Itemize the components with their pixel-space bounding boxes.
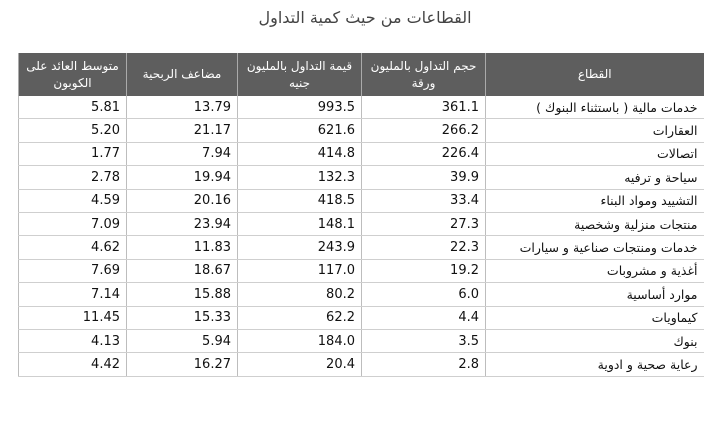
yield-cell: 5.20 (18, 118, 127, 143)
yield-cell: 7.14 (18, 282, 127, 307)
volume-cell: 22.3 (361, 235, 486, 260)
sector-name: سياحة و ترفيه (485, 165, 704, 190)
value-cell: 117.0 (237, 259, 362, 284)
pe-cell: 7.94 (126, 142, 238, 167)
table-header-row: القطاع حجم التداول بالمليون ورقة قيمة ال… (18, 53, 704, 96)
pe-cell: 13.79 (126, 96, 238, 120)
volume-cell: 361.1 (361, 96, 486, 120)
value-cell: 148.1 (237, 212, 362, 237)
yield-cell: 7.09 (18, 212, 127, 237)
table-row: خدمات ومنتجات صناعية و سيارات 22.3 243.9 11… (18, 235, 704, 260)
table-row: اتصالات 226.4 414.8 7.94 1.77 (18, 142, 704, 167)
sector-name: رعاية صحية و ادوية (485, 352, 704, 377)
volume-cell: 3.5 (361, 329, 486, 354)
pe-cell: 23.94 (126, 212, 238, 237)
volume-cell: 266.2 (361, 118, 486, 143)
table-row: سياحة و ترفيه 39.9 132.3 19.94 2.78 (18, 165, 704, 190)
value-cell: 418.5 (237, 189, 362, 213)
pe-cell: 11.83 (126, 235, 238, 260)
value-cell: 993.5 (237, 96, 362, 120)
yield-cell: 4.13 (18, 329, 127, 354)
sector-name: موارد أساسية (485, 282, 704, 307)
value-cell: 184.0 (237, 329, 362, 354)
sector-name: خدمات ومنتجات صناعية و سيارات (485, 235, 704, 260)
table-row: منتجات منزلية وشخصية 27.3 148.1 23.94 7.09 (18, 212, 704, 237)
table-row: كيماويات 4.4 62.2 15.33 11.45 (18, 306, 704, 330)
yield-cell: 4.62 (18, 235, 127, 260)
pe-cell: 19.94 (126, 165, 238, 190)
volume-cell: 6.0 (361, 282, 486, 307)
sectors-table: القطاع حجم التداول بالمليون ورقة قيمة ال… (18, 53, 704, 377)
pe-cell: 15.88 (126, 282, 238, 307)
yield-cell: 2.78 (18, 165, 127, 190)
sector-name: التشييد ومواد البناء (485, 189, 704, 213)
sector-name: بنوك (485, 329, 704, 354)
yield-cell: 1.77 (18, 142, 127, 167)
table-row: خدمات مالية ( باستثناء البنوك ) 361.1 993.… (18, 96, 704, 120)
volume-cell: 27.3 (361, 212, 486, 237)
pe-cell: 18.67 (126, 259, 238, 284)
yield-cell: 4.59 (18, 189, 127, 213)
table-row: موارد أساسية 6.0 80.2 15.88 7.14 (18, 282, 704, 307)
page-title: القطاعات من حيث كمية التداول (258, 8, 472, 27)
sector-name: خدمات مالية ( باستثناء البنوك ) (485, 96, 704, 120)
value-cell: 243.9 (237, 235, 362, 260)
yield-cell: 4.42 (18, 352, 127, 377)
table-row: أغذية و مشروبات 19.2 117.0 18.67 7.69 (18, 259, 704, 284)
value-cell: 80.2 (237, 282, 362, 307)
value-cell: 20.4 (237, 352, 362, 377)
yield-cell: 11.45 (18, 306, 127, 330)
yield-cell: 5.81 (18, 96, 127, 120)
volume-cell: 226.4 (361, 142, 486, 167)
volume-cell: 39.9 (361, 165, 486, 190)
pe-cell: 5.94 (126, 329, 238, 354)
sector-name: منتجات منزلية وشخصية (485, 212, 704, 237)
header-value: قيمة التداول بالمليون جنيه (237, 53, 362, 96)
header-pe: مضاعف الربحية (126, 53, 238, 96)
volume-cell: 4.4 (361, 306, 486, 330)
sector-name: اتصالات (485, 142, 704, 167)
table-row: بنوك 3.5 184.0 5.94 4.13 (18, 329, 704, 354)
volume-cell: 19.2 (361, 259, 486, 284)
yield-cell: 7.69 (18, 259, 127, 284)
table-row: العقارات 266.2 621.6 21.17 5.20 (18, 118, 704, 143)
pe-cell: 21.17 (126, 118, 238, 143)
value-cell: 414.8 (237, 142, 362, 167)
header-volume: حجم التداول بالمليون ورقة (361, 53, 486, 96)
volume-cell: 33.4 (361, 189, 486, 213)
pe-cell: 15.33 (126, 306, 238, 330)
sector-name: العقارات (485, 118, 704, 143)
value-cell: 62.2 (237, 306, 362, 330)
sector-name: كيماويات (485, 306, 704, 330)
pe-cell: 20.16 (126, 189, 238, 213)
sector-name: أغذية و مشروبات (485, 259, 704, 284)
table-row: رعاية صحية و ادوية 2.8 20.4 16.27 4.42 (18, 352, 704, 377)
value-cell: 621.6 (237, 118, 362, 143)
volume-cell: 2.8 (361, 352, 486, 377)
pe-cell: 16.27 (126, 352, 238, 377)
value-cell: 132.3 (237, 165, 362, 190)
header-yield: متوسط العائد على الكوبون (18, 53, 127, 96)
table-row: التشييد ومواد البناء 33.4 418.5 20.16 4.59 (18, 189, 704, 213)
header-sector: القطاع (485, 53, 704, 96)
